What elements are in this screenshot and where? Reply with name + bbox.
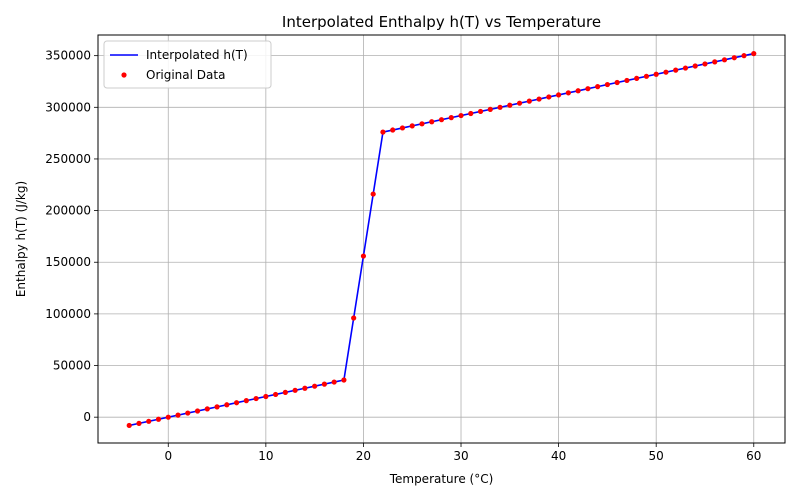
data-point bbox=[214, 404, 220, 410]
y-tick-label: 350000 bbox=[45, 49, 91, 63]
data-point bbox=[438, 117, 445, 123]
legend-label: Interpolated h(T) bbox=[146, 48, 248, 62]
data-point bbox=[292, 387, 298, 393]
y-tick-label: 300000 bbox=[45, 100, 91, 114]
data-point bbox=[351, 315, 357, 321]
grid bbox=[98, 35, 785, 443]
data-point bbox=[721, 57, 728, 63]
x-tick-label: 50 bbox=[649, 449, 664, 463]
data-point bbox=[741, 53, 747, 59]
data-point bbox=[224, 402, 230, 408]
data-point bbox=[136, 420, 142, 426]
data-point bbox=[253, 395, 259, 402]
data-point bbox=[341, 377, 347, 383]
data-point bbox=[273, 391, 279, 398]
data-point bbox=[419, 121, 425, 127]
chart-title: Interpolated Enthalpy h(T) vs Temperatur… bbox=[282, 13, 601, 31]
data-point bbox=[146, 418, 152, 424]
legend: Interpolated h(T) Original Data bbox=[103, 40, 272, 89]
data-point bbox=[165, 414, 171, 420]
x-tick-label: 30 bbox=[453, 449, 468, 463]
x-tick-label: 0 bbox=[164, 449, 172, 463]
x-axis-title: Temperature (°C) bbox=[389, 472, 494, 486]
data-point bbox=[682, 65, 689, 71]
data-point bbox=[126, 422, 132, 429]
data-point bbox=[331, 379, 337, 385]
data-point bbox=[634, 75, 640, 81]
data-point bbox=[302, 385, 308, 391]
data-point bbox=[448, 115, 454, 121]
data-point bbox=[692, 63, 698, 69]
ticks: 0 10 20 30 40 50 60 0 50000 100000 150000 200000 250… bbox=[45, 49, 761, 463]
data-point bbox=[312, 383, 318, 389]
data-point bbox=[360, 253, 367, 259]
data-point bbox=[399, 125, 406, 131]
data-point bbox=[233, 400, 240, 406]
data-point bbox=[663, 69, 669, 75]
data-point bbox=[653, 71, 659, 77]
axes-frame bbox=[97, 34, 786, 444]
data-point bbox=[536, 96, 542, 102]
y-tick-label: 150000 bbox=[45, 255, 91, 269]
y-tick-label: 0 bbox=[83, 410, 91, 424]
x-tick-label: 20 bbox=[356, 449, 371, 463]
data-point bbox=[458, 112, 464, 119]
plot-data bbox=[126, 50, 757, 429]
y-tick-label: 50000 bbox=[53, 359, 91, 373]
data-point bbox=[507, 102, 513, 108]
data-point bbox=[516, 100, 523, 106]
data-point bbox=[243, 398, 249, 404]
data-point bbox=[487, 106, 493, 112]
data-point bbox=[204, 406, 210, 412]
data-point bbox=[673, 67, 679, 73]
data-point bbox=[751, 50, 757, 57]
data-point bbox=[585, 86, 591, 92]
data-point bbox=[429, 119, 435, 125]
data-point bbox=[643, 73, 650, 79]
data-point bbox=[497, 104, 503, 110]
data-point bbox=[575, 88, 581, 94]
data-point bbox=[263, 393, 269, 400]
data-point bbox=[546, 94, 552, 100]
data-point bbox=[390, 127, 396, 133]
data-point bbox=[565, 90, 571, 96]
y-axis-title: Enthalpy h(T) (J/kg) bbox=[14, 181, 28, 297]
legend-label: Original Data bbox=[146, 68, 225, 82]
legend-box bbox=[103, 40, 272, 89]
data-point bbox=[624, 77, 630, 84]
data-point bbox=[595, 84, 601, 90]
data-point bbox=[712, 59, 718, 65]
y-tick-label: 100000 bbox=[45, 307, 91, 321]
y-tick-label: 200000 bbox=[45, 204, 91, 218]
data-point bbox=[194, 408, 201, 414]
y-tick-label: 250000 bbox=[45, 152, 91, 166]
data-point bbox=[185, 410, 191, 416]
x-tick-label: 10 bbox=[258, 449, 273, 463]
data-point bbox=[175, 412, 181, 418]
data-point bbox=[526, 98, 532, 104]
data-point bbox=[468, 110, 474, 117]
data-point bbox=[604, 81, 610, 88]
data-point bbox=[282, 389, 288, 395]
data-point bbox=[556, 92, 562, 98]
data-point bbox=[731, 55, 737, 61]
data-point bbox=[409, 123, 415, 129]
data-point bbox=[477, 108, 484, 115]
data-point bbox=[155, 416, 162, 422]
data-point bbox=[321, 381, 327, 387]
data-point bbox=[702, 61, 708, 67]
data-point bbox=[370, 191, 376, 197]
data-point bbox=[614, 79, 620, 86]
x-tick-label: 40 bbox=[551, 449, 566, 463]
legend-marker-swatch bbox=[121, 72, 127, 78]
x-tick-label: 60 bbox=[746, 449, 761, 463]
data-point bbox=[380, 129, 386, 135]
